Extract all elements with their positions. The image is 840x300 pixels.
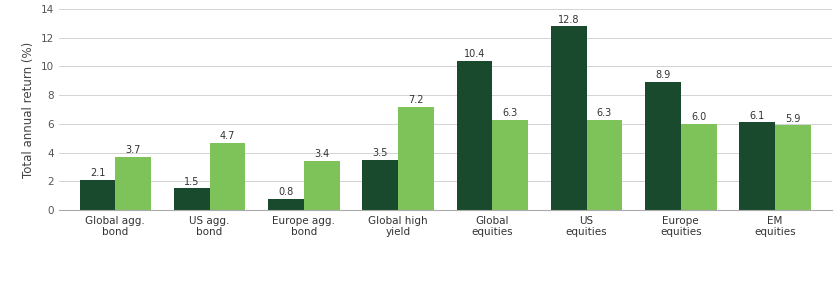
- Text: 5.9: 5.9: [785, 114, 801, 124]
- Text: 6.1: 6.1: [749, 111, 764, 121]
- Bar: [398, 106, 434, 210]
- Text: 1.5: 1.5: [184, 177, 199, 187]
- Bar: [739, 122, 775, 210]
- Bar: [680, 124, 717, 210]
- Text: 6.3: 6.3: [502, 108, 517, 118]
- Text: 6.3: 6.3: [597, 108, 612, 118]
- Text: 10.4: 10.4: [464, 49, 486, 59]
- Bar: [645, 82, 680, 210]
- Text: 0.8: 0.8: [278, 187, 293, 197]
- Text: 3.5: 3.5: [372, 148, 388, 158]
- Bar: [775, 125, 811, 210]
- Text: 8.9: 8.9: [655, 70, 670, 80]
- Text: 3.4: 3.4: [314, 149, 329, 160]
- Bar: [268, 199, 304, 210]
- Text: 3.7: 3.7: [125, 145, 141, 155]
- Bar: [551, 26, 586, 210]
- Bar: [304, 161, 339, 210]
- Bar: [362, 160, 398, 210]
- Text: 4.7: 4.7: [220, 131, 235, 141]
- Bar: [174, 188, 210, 210]
- Bar: [492, 119, 528, 210]
- Text: 7.2: 7.2: [408, 95, 423, 105]
- Bar: [80, 180, 115, 210]
- Bar: [456, 61, 492, 210]
- Text: 12.8: 12.8: [558, 14, 580, 25]
- Text: 2.1: 2.1: [90, 168, 105, 178]
- Bar: [210, 142, 245, 210]
- Y-axis label: Total annual return (%): Total annual return (%): [22, 41, 35, 178]
- Text: 6.0: 6.0: [691, 112, 706, 122]
- Bar: [586, 119, 622, 210]
- Bar: [115, 157, 151, 210]
